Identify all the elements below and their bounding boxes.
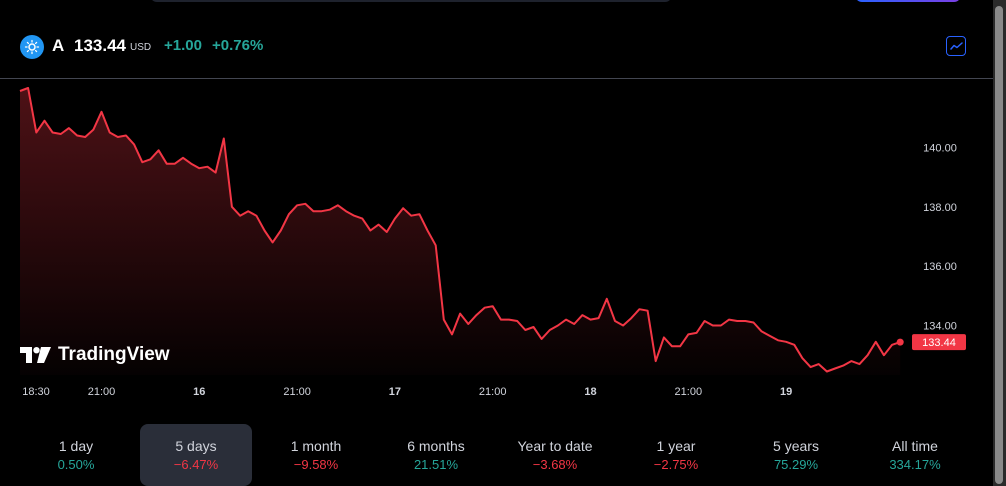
x-tick-label: 19 — [780, 386, 792, 398]
tradingview-logo[interactable]: TradingView — [20, 344, 170, 366]
period-tab-1-month[interactable]: 1 month −9.58% — [260, 424, 372, 486]
last-price-dot — [896, 338, 904, 346]
period-change: −6.47% — [173, 457, 219, 472]
period-label: 5 days — [175, 438, 217, 454]
y-tick-label: 134.00 — [923, 321, 957, 333]
y-tick-label: 140.00 — [923, 142, 957, 154]
ticker-symbol: A — [52, 36, 65, 55]
price-change-percent: +0.76% — [212, 37, 264, 54]
x-tick-label: 21:00 — [283, 386, 311, 398]
y-tick-label: 138.00 — [923, 202, 957, 214]
period-tab-1-year[interactable]: 1 year −2.75% — [620, 424, 732, 486]
period-change: 21.51% — [413, 457, 459, 472]
currency-label: USD — [130, 42, 152, 53]
period-label: 5 years — [773, 438, 819, 454]
y-tick-label: 136.00 — [923, 261, 957, 273]
search-bar[interactable] — [150, 0, 672, 2]
price-chart[interactable]: 140.00 138.00 136.00 134.00 18:30 21:00 16 21:… — [0, 79, 993, 409]
line-chart-icon[interactable] — [946, 36, 966, 56]
period-tab-all-time[interactable]: All time 334.17% — [859, 424, 971, 486]
last-price-label: 133.44 — [922, 337, 956, 349]
period-label: 1 day — [58, 438, 94, 454]
period-change: −3.68% — [532, 457, 578, 472]
period-tab-5-years[interactable]: 5 years 75.29% — [740, 424, 852, 486]
x-tick-label: 16 — [193, 386, 205, 398]
price-area-fill — [20, 88, 901, 375]
period-tab-5-days[interactable]: 5 days −6.47% — [140, 424, 252, 486]
header-divider — [0, 78, 993, 79]
period-change: 0.50% — [57, 457, 95, 472]
scrollbar-thumb[interactable] — [995, 6, 1003, 484]
sun-icon — [20, 35, 44, 59]
x-tick-label: 21:00 — [88, 386, 116, 398]
tradingview-icon — [20, 347, 51, 363]
price-change: +1.00 — [164, 37, 202, 54]
period-change: −9.58% — [293, 457, 339, 472]
x-tick-label: 18 — [584, 386, 596, 398]
current-price: 133.44 — [74, 36, 126, 55]
tradingview-wordmark: TradingView — [58, 344, 170, 365]
period-change: −2.75% — [653, 457, 699, 472]
period-label: 6 months — [407, 438, 465, 454]
symbol-header: A 133.44 USD +1.00 +0.76% — [0, 26, 980, 66]
x-tick-label: 21:00 — [479, 386, 507, 398]
period-tab-6-months[interactable]: 6 months 21.51% — [380, 424, 492, 486]
period-change: 75.29% — [773, 457, 819, 472]
period-label: 1 month — [290, 438, 342, 454]
price-line — [19, 87, 901, 373]
last-price-box — [912, 334, 966, 351]
period-tab-year-to-date[interactable]: Year to date −3.68% — [499, 424, 611, 486]
x-tick-label: 18:30 — [22, 386, 50, 398]
period-label: 1 year — [656, 438, 696, 454]
period-selector: 1 day 0.50% 5 days −6.47% 1 month −9.58% 6 mon… — [0, 424, 993, 486]
gradient-button[interactable] — [855, 0, 961, 2]
period-label: All time — [892, 438, 938, 454]
x-tick-label: 17 — [389, 386, 401, 398]
period-change: 334.17% — [889, 457, 941, 472]
period-tab-1-day[interactable]: 1 day 0.50% — [20, 424, 132, 486]
x-tick-label: 21:00 — [675, 386, 703, 398]
period-label: Year to date — [517, 438, 593, 454]
